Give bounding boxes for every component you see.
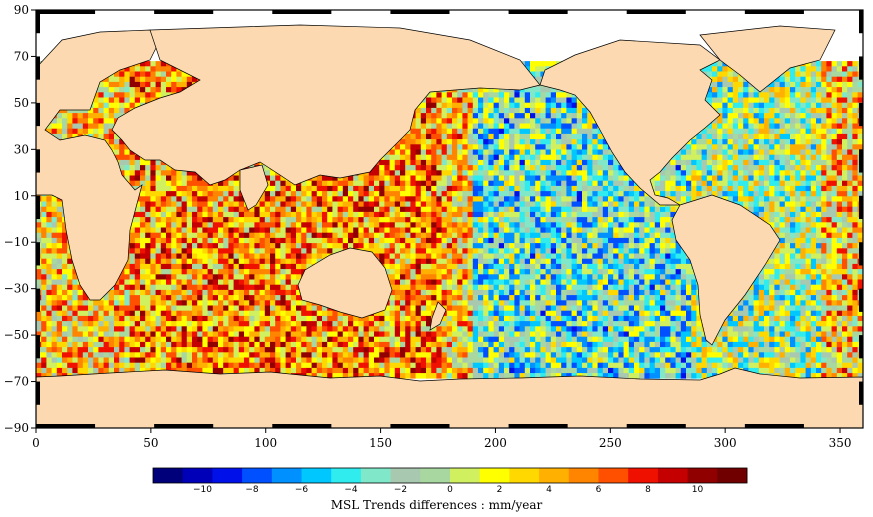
colorbar-tick-label: −4 xyxy=(344,485,358,495)
colorbar: −10 −8 −6 −4 −2 0 2 4 6 8 10 xyxy=(152,467,748,495)
x-tick-label: 50 xyxy=(143,436,158,450)
land-greenland xyxy=(699,25,836,93)
colorbar-swatch xyxy=(717,468,748,483)
land-india xyxy=(239,164,269,211)
colorbar-tick-label: 0 xyxy=(447,485,453,495)
colorbar-swatch xyxy=(509,468,540,483)
y-tick-label: −30 xyxy=(4,282,29,296)
y-tick-label: 90 xyxy=(14,3,29,17)
land-masses xyxy=(36,24,863,428)
colorbar-swatch xyxy=(271,468,302,483)
colorbar-swatch xyxy=(212,468,243,483)
colorbar-swatch xyxy=(182,468,213,483)
colorbar-swatch xyxy=(539,468,570,483)
colorbar-tick-label: −8 xyxy=(245,485,259,495)
y-tick-label: 70 xyxy=(14,49,29,63)
x-tick-label: 0 xyxy=(32,436,40,450)
y-tick-label: −10 xyxy=(4,235,29,249)
y-tick-label: −90 xyxy=(4,421,29,435)
land-antarctica xyxy=(36,367,863,428)
colorbar-swatch xyxy=(153,468,184,483)
colorbar-swatch xyxy=(390,468,421,483)
land-north-america xyxy=(539,39,721,206)
colorbar-swatch xyxy=(420,468,451,483)
colorbar-tick-label: 4 xyxy=(546,485,552,495)
colorbar-swatch xyxy=(657,468,688,483)
y-tick-label: −70 xyxy=(4,375,29,389)
colorbar-caption: MSL Trends differences : mm/year xyxy=(330,498,543,512)
y-tick-label: −50 xyxy=(4,328,29,342)
land-africa-europe xyxy=(36,29,161,301)
x-tick-label: 150 xyxy=(369,436,392,450)
colorbar-swatch xyxy=(242,468,273,483)
latitude-axis: 90 70 50 30 10 −10 −30 −50 −70 −90 xyxy=(4,3,36,435)
colorbar-swatch xyxy=(479,468,510,483)
x-tick-label: 300 xyxy=(714,436,737,450)
x-tick-label: 350 xyxy=(829,436,852,450)
colorbar-swatch xyxy=(360,468,391,483)
frame-checker-border xyxy=(36,10,863,428)
y-tick-label: 30 xyxy=(14,142,29,156)
colorbar-swatch xyxy=(568,468,599,483)
land-new-zealand xyxy=(429,301,447,331)
longitude-axis: 0 50 100 150 200 250 300 350 xyxy=(32,428,851,450)
colorbar-swatch xyxy=(598,468,629,483)
land-australia xyxy=(297,247,393,319)
land-eurasia xyxy=(111,24,541,186)
y-tick-label: 10 xyxy=(14,189,29,203)
colorbar-swatch xyxy=(301,468,332,483)
colorbar-tick-label: 10 xyxy=(692,485,704,495)
colorbar-swatch xyxy=(331,468,362,483)
land-south-america xyxy=(671,194,781,346)
y-tick-label: 50 xyxy=(14,96,29,110)
colorbar-tick-label: 2 xyxy=(497,485,503,495)
colorbar-swatch xyxy=(628,468,659,483)
x-tick-label: 100 xyxy=(254,436,277,450)
colorbar-tick-label: −2 xyxy=(394,485,407,495)
colorbar-swatch xyxy=(450,468,481,483)
x-tick-label: 200 xyxy=(484,436,507,450)
colorbar-tick-label: 6 xyxy=(596,485,602,495)
colorbar-swatch xyxy=(687,468,718,483)
colorbar-tick-label: −6 xyxy=(295,485,309,495)
map-panel xyxy=(35,9,864,429)
x-tick-label: 250 xyxy=(599,436,622,450)
colorbar-tick-label: 8 xyxy=(645,485,651,495)
colorbar-tick-label: −10 xyxy=(193,485,212,495)
